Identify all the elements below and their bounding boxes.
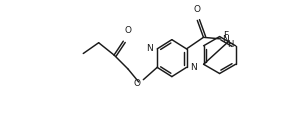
Text: N: N <box>190 63 197 72</box>
Text: F: F <box>223 31 228 40</box>
Text: N: N <box>222 35 229 44</box>
Text: N: N <box>147 44 153 53</box>
Text: O: O <box>125 26 132 35</box>
Text: O: O <box>194 5 201 14</box>
Text: O: O <box>133 79 140 88</box>
Text: H: H <box>227 40 234 49</box>
